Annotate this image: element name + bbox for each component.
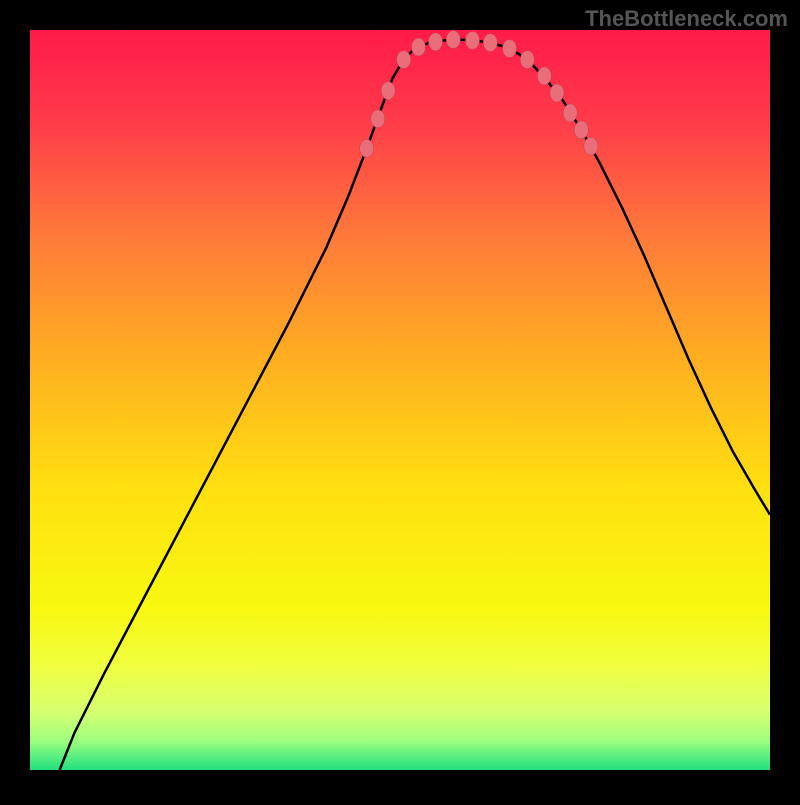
chart-svg (0, 0, 800, 800)
data-marker (584, 137, 598, 155)
watermark-text: TheBottleneck.com (585, 6, 788, 32)
data-marker (466, 31, 480, 49)
data-marker (429, 33, 443, 51)
data-marker (563, 104, 577, 122)
data-marker (503, 40, 517, 58)
data-marker (574, 121, 588, 139)
data-marker (360, 139, 374, 157)
bottleneck-chart (0, 0, 800, 800)
data-marker (397, 51, 411, 69)
data-marker (483, 34, 497, 52)
data-marker (381, 82, 395, 100)
data-marker (550, 84, 564, 102)
plot-background (30, 30, 770, 770)
data-marker (412, 38, 426, 56)
data-marker (537, 67, 551, 85)
data-marker (371, 110, 385, 128)
data-marker (446, 31, 460, 49)
data-marker (520, 51, 534, 69)
